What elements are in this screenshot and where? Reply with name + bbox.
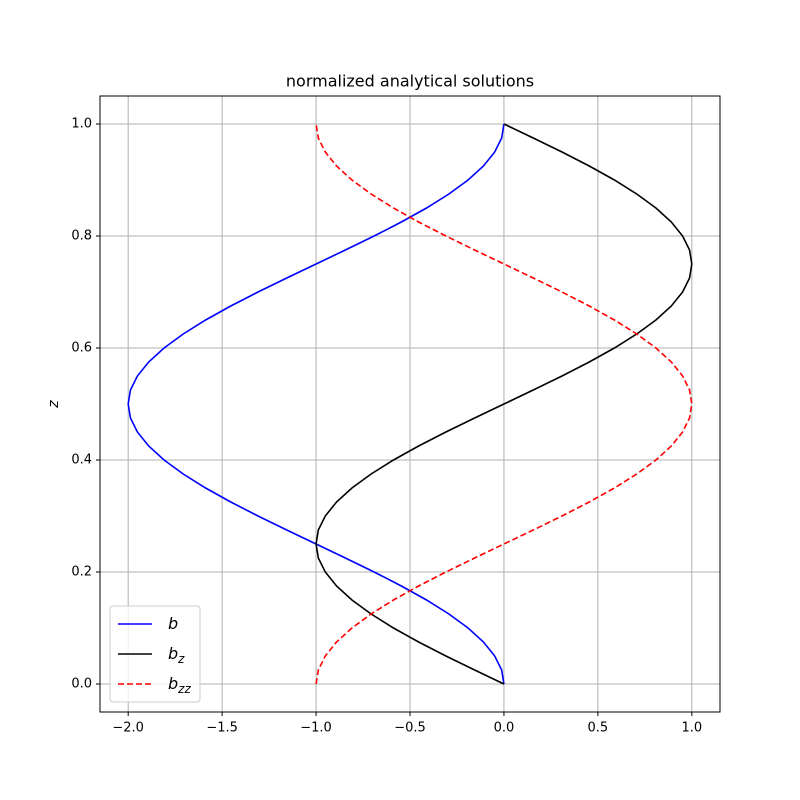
- plot-frame: [99, 95, 721, 713]
- legend-box: [109, 605, 201, 703]
- y-tick-label: 0.6: [71, 341, 92, 356]
- legend-label: bzz: [168, 674, 191, 696]
- legend-label: b: [168, 614, 178, 633]
- x-tick-label: −1.5: [206, 721, 238, 736]
- y-axis-label: z: [46, 400, 62, 409]
- chart-title: normalized analytical solutions: [286, 72, 534, 91]
- y-tick-label: 0.8: [71, 229, 92, 244]
- y-tick-label: 0.0: [71, 677, 92, 692]
- series-line: [315, 123, 693, 685]
- x-tick-label: −1.0: [300, 721, 332, 736]
- x-tick-label: −2.0: [112, 721, 144, 736]
- y-tick-label: 0.2: [71, 565, 92, 580]
- series-line: [315, 123, 693, 685]
- x-tick-label: 0.5: [588, 721, 609, 736]
- y-tick-label: 0.4: [71, 453, 92, 468]
- x-tick-label: 0.0: [494, 721, 515, 736]
- x-tick-label: −0.5: [394, 721, 426, 736]
- x-tick-label: 1.0: [681, 721, 702, 736]
- y-tick-label: 1.0: [71, 117, 92, 132]
- legend-label: bz: [168, 644, 185, 666]
